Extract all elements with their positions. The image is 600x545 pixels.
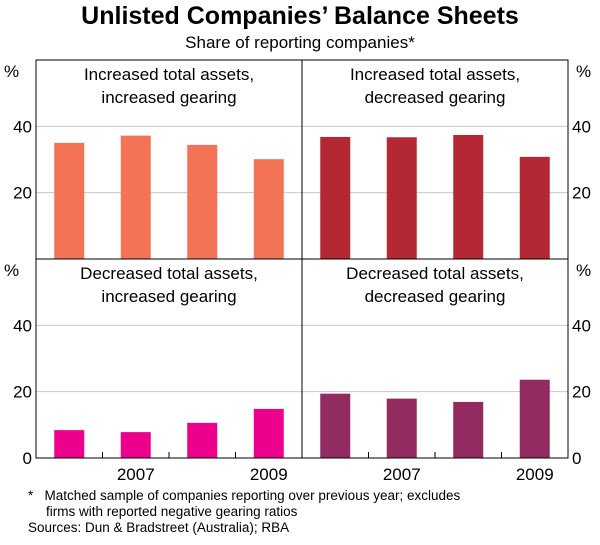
y-tick-label: 40: [13, 117, 32, 136]
bar-bottom-left-2008: [187, 422, 218, 458]
footnote: * Matched sample of companies reporting …: [28, 488, 460, 520]
bar-top-right-2007: [386, 137, 417, 259]
bar-bottom-left-2009: [253, 408, 284, 458]
panel-title-line-2: increased gearing: [101, 88, 236, 107]
x-tick-label: 2007: [383, 465, 421, 484]
panel-title-line-1: Decreased total assets,: [346, 264, 524, 283]
y-tick-label: 40: [13, 316, 32, 335]
y-unit-label: %: [4, 62, 19, 81]
y-tick-label: 0: [23, 449, 32, 468]
bar-top-left-2008: [187, 144, 218, 259]
panel-title-line-1: Increased total assets,: [350, 65, 520, 84]
x-tick-label: 2009: [250, 465, 288, 484]
bar-top-right-2006: [320, 136, 351, 259]
bar-top-left-2007: [120, 135, 151, 259]
panel-title-line-1: Decreased total assets,: [80, 264, 258, 283]
panel-title-line-2: decreased gearing: [365, 88, 506, 107]
y-tick-label: 20: [572, 383, 591, 402]
bar-bottom-right-2006: [320, 393, 351, 458]
y-tick-label: 40: [572, 117, 591, 136]
x-tick-label: 2009: [516, 465, 554, 484]
chart-subtitle: Share of reporting companies*: [185, 33, 415, 52]
chart-title: Unlisted Companies’ Balance Sheets: [81, 2, 519, 30]
bar-bottom-right-2008: [453, 401, 484, 458]
x-tick-label: 2007: [117, 465, 155, 484]
sources: Sources: Dun & Bradstreet (Australia); R…: [28, 520, 290, 535]
bar-top-left-2006: [54, 142, 85, 259]
footnote-marker: *: [28, 488, 34, 503]
bar-bottom-right-2007: [386, 398, 417, 458]
footnote-line-2: firms with reported negative gearing rat…: [46, 504, 298, 519]
bar-bottom-right-2009: [519, 379, 550, 458]
y-tick-label: 20: [572, 184, 591, 203]
y-tick-label: 20: [13, 184, 32, 203]
y-tick-label: 20: [13, 383, 32, 402]
bar-bottom-left-2007: [120, 432, 151, 458]
y-unit-label: %: [576, 261, 591, 280]
y-unit-label: %: [4, 261, 19, 280]
bar-top-right-2008: [453, 134, 484, 259]
panel-title-line-2: decreased gearing: [365, 287, 506, 306]
panel-title-line-2: increased gearing: [101, 287, 236, 306]
footnote-line-1: Matched sample of companies reporting ov…: [44, 488, 461, 503]
bar-bottom-left-2006: [54, 430, 85, 458]
panel-title-line-1: Increased total assets,: [84, 65, 254, 84]
y-unit-label: %: [576, 62, 591, 81]
y-tick-label: 40: [572, 316, 591, 335]
y-tick-label: 0: [572, 449, 581, 468]
bar-top-left-2009: [253, 159, 284, 259]
bar-top-right-2009: [519, 156, 550, 259]
